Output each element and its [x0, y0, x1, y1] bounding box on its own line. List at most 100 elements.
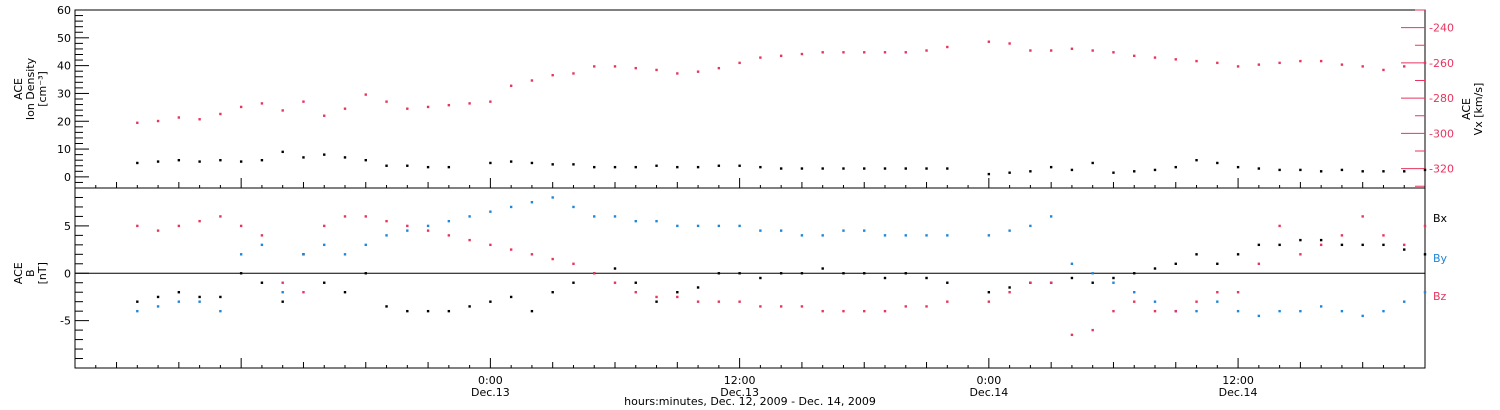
- bz-point: [1008, 291, 1011, 294]
- top-left-tick-label: 60: [57, 4, 71, 17]
- bz-point: [1340, 234, 1344, 237]
- bx-point: [1403, 248, 1406, 251]
- vx-point: [509, 84, 513, 87]
- ion-density-point: [1299, 168, 1302, 172]
- by-point: [426, 224, 430, 228]
- by-point: [1112, 281, 1115, 284]
- vx-point: [655, 68, 658, 72]
- vx-point: [696, 70, 700, 73]
- bz-point: [343, 215, 347, 218]
- by-point: [156, 305, 160, 308]
- top-left-axis-title-line: Ion Density: [24, 57, 37, 120]
- ion-density-point: [385, 164, 388, 167]
- bottom-left-axis-title-line: [nT]: [36, 262, 49, 284]
- bz-point: [593, 272, 596, 275]
- by-point: [1236, 309, 1240, 313]
- top-left-tick-label: 40: [57, 60, 71, 73]
- by-point: [634, 219, 637, 223]
- bz-point: [1070, 333, 1074, 337]
- by-point: [593, 215, 596, 218]
- vx-point: [1133, 54, 1136, 58]
- bx-point: [1216, 262, 1219, 265]
- bz-point: [842, 309, 845, 313]
- bx-point: [426, 309, 430, 313]
- bx-point: [1319, 238, 1323, 242]
- bz-point: [1216, 291, 1219, 294]
- by-point: [696, 224, 700, 228]
- ion-density-point: [779, 167, 783, 170]
- ion-density-point: [156, 160, 160, 163]
- vx-point: [1091, 49, 1094, 52]
- vx-point: [987, 40, 991, 43]
- ion-density-point: [1257, 167, 1261, 170]
- bx-series: [136, 238, 1427, 313]
- by-point: [447, 219, 451, 223]
- bz-point: [925, 305, 928, 308]
- bz-point: [863, 309, 866, 313]
- top-right-tick-label: -280: [1429, 92, 1454, 105]
- bx-point: [1423, 253, 1427, 256]
- bz-point: [738, 300, 741, 303]
- vx-point: [343, 107, 347, 110]
- vx-point: [1049, 49, 1053, 52]
- bx-point: [260, 281, 264, 284]
- bx-point: [779, 272, 783, 275]
- ion-density-point: [1049, 165, 1053, 169]
- vx-point: [551, 74, 554, 77]
- top-right-axis-title-line: Vx [km/s]: [1472, 83, 1485, 136]
- bz-point: [904, 305, 907, 308]
- by-point: [1091, 272, 1094, 275]
- ion-density-point: [1403, 170, 1406, 173]
- by-point: [1361, 314, 1364, 318]
- vx-point: [239, 105, 243, 109]
- by-point: [468, 215, 471, 218]
- bx-point: [904, 272, 907, 275]
- by-point: [1195, 309, 1198, 313]
- by-point: [821, 234, 824, 237]
- ion-density-point: [572, 163, 575, 166]
- vx-point: [1257, 63, 1261, 66]
- legend-bx: Bx: [1433, 212, 1448, 225]
- vx-point: [1361, 65, 1364, 68]
- bx-point: [406, 309, 409, 313]
- vx-point: [572, 72, 575, 75]
- by-point: [198, 300, 201, 303]
- ion-density-point: [509, 160, 513, 163]
- bx-point: [655, 300, 658, 303]
- vx-point: [946, 45, 949, 49]
- bz-point: [1112, 309, 1115, 313]
- bz-point: [613, 281, 617, 284]
- bz-point: [1195, 300, 1198, 303]
- bx-point: [800, 272, 804, 275]
- top-right-tick-label: -260: [1429, 57, 1454, 70]
- vx-point: [136, 121, 139, 124]
- ion-density-point: [1174, 165, 1177, 169]
- ion-density-point: [696, 165, 700, 169]
- ion-density-point: [1112, 171, 1115, 174]
- vx-point: [759, 56, 762, 59]
- by-point: [904, 234, 907, 237]
- bx-point: [1174, 262, 1177, 265]
- vx-point: [385, 100, 388, 103]
- bz-point: [177, 224, 181, 228]
- bx-point: [1382, 243, 1385, 247]
- vx-point: [1174, 58, 1177, 61]
- bx-point: [1257, 243, 1261, 247]
- vx-point: [281, 109, 284, 112]
- ion-density-point: [239, 160, 243, 163]
- bz-point: [1153, 309, 1157, 313]
- bz-point: [800, 305, 804, 308]
- bz-point: [239, 224, 243, 228]
- ion-density-point: [1216, 161, 1219, 165]
- by-point: [987, 234, 991, 237]
- legend-by: By: [1433, 252, 1448, 265]
- bx-point: [1236, 253, 1240, 256]
- vx-point: [1423, 61, 1427, 65]
- by-point: [1029, 224, 1032, 228]
- bottom-left-axis-title-line: B: [24, 269, 37, 277]
- ion-density-point: [260, 158, 264, 162]
- bz-point: [364, 215, 367, 218]
- by-point: [1403, 300, 1406, 303]
- bx-point: [343, 291, 347, 294]
